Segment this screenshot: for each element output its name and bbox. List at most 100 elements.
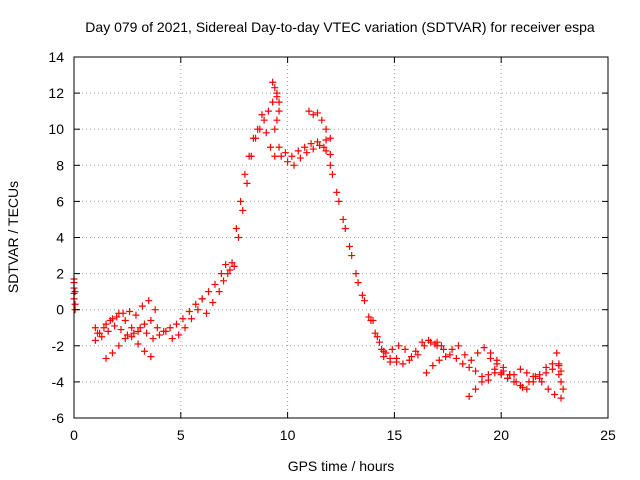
data-point: [493, 356, 501, 364]
data-point: [322, 125, 330, 133]
y-tick-label: 12: [48, 85, 64, 101]
data-point: [91, 324, 99, 332]
data-point: [173, 320, 181, 328]
data-point: [548, 360, 556, 368]
data-point: [166, 324, 174, 332]
data-point: [147, 353, 155, 361]
data-point: [358, 291, 366, 299]
data-point: [147, 317, 155, 325]
data-point: [209, 298, 217, 306]
data-point: [168, 335, 176, 343]
data-point: [132, 311, 140, 319]
data-point: [307, 140, 315, 148]
data-point: [234, 234, 242, 241]
data-point: [224, 270, 232, 278]
data-point: [273, 89, 281, 97]
grid: [74, 57, 608, 418]
data-point: [239, 206, 247, 214]
data-point: [198, 295, 206, 303]
data-point: [386, 358, 394, 366]
data-point: [314, 109, 322, 117]
data-point: [433, 342, 441, 350]
data-point: [217, 270, 225, 278]
data-layer: [70, 78, 567, 402]
y-tick-label: 14: [48, 49, 64, 65]
data-point: [254, 125, 262, 133]
data-point: [316, 141, 324, 149]
data-point: [452, 354, 460, 362]
data-point: [275, 107, 283, 115]
data-point: [303, 149, 311, 157]
data-point: [405, 356, 413, 364]
data-point: [273, 116, 281, 124]
data-point: [465, 392, 473, 400]
data-point: [467, 356, 475, 364]
data-point: [149, 335, 157, 343]
data-point: [380, 353, 388, 361]
data-point: [354, 279, 362, 287]
data-point: [93, 329, 101, 337]
data-point: [322, 136, 330, 144]
data-point: [220, 277, 228, 285]
data-point: [442, 353, 450, 361]
data-point: [202, 309, 210, 317]
data-point: [422, 369, 430, 377]
data-point: [555, 371, 563, 379]
data-point: [281, 149, 289, 157]
data-point: [138, 302, 146, 310]
data-point: [91, 336, 99, 344]
data-point: [309, 145, 317, 153]
data-point: [140, 320, 148, 328]
data-point: [516, 365, 524, 373]
data-point: [249, 134, 257, 142]
data-point: [461, 351, 469, 359]
data-point: [130, 329, 138, 337]
data-point: [322, 147, 330, 155]
data-point: [153, 324, 161, 332]
y-tick-label: -4: [52, 374, 65, 390]
data-point: [506, 371, 514, 379]
data-point: [429, 362, 437, 370]
x-ticks: 0 5 10 15 20 25: [70, 57, 616, 443]
y-axis-label: SDTVAR / TECUs: [5, 181, 21, 293]
data-point: [228, 259, 236, 267]
data-point: [126, 308, 134, 316]
data-point: [425, 336, 433, 344]
data-point: [243, 179, 251, 187]
data-point: [121, 317, 129, 325]
data-point: [121, 335, 129, 343]
y-tick-label: 4: [56, 230, 64, 246]
data-point: [512, 378, 520, 386]
data-point: [100, 324, 108, 332]
data-point: [375, 338, 383, 346]
data-point: [523, 385, 531, 393]
data-point: [474, 349, 482, 357]
data-point: [115, 342, 123, 350]
data-point: [531, 372, 539, 380]
data-point: [71, 288, 79, 296]
data-point: [211, 280, 219, 288]
data-point: [542, 363, 550, 371]
data-point: [226, 266, 234, 274]
data-point: [264, 107, 272, 115]
data-point: [108, 349, 116, 357]
data-point: [557, 367, 565, 375]
data-point: [143, 329, 151, 337]
data-point: [499, 363, 507, 371]
x-tick-label: 20: [493, 427, 509, 443]
x-axis-label: GPS time / hours: [288, 458, 395, 474]
data-point: [538, 378, 546, 386]
x-tick-label: 25: [600, 427, 616, 443]
data-point: [271, 84, 279, 92]
data-point: [277, 152, 285, 160]
data-point: [181, 324, 189, 332]
data-point: [134, 340, 142, 348]
data-point: [328, 170, 336, 178]
data-point: [478, 378, 486, 386]
data-point: [222, 261, 230, 269]
data-point: [339, 215, 347, 223]
data-point: [162, 327, 170, 335]
data-point: [294, 147, 302, 155]
data-point: [399, 360, 407, 368]
data-point: [346, 243, 354, 251]
